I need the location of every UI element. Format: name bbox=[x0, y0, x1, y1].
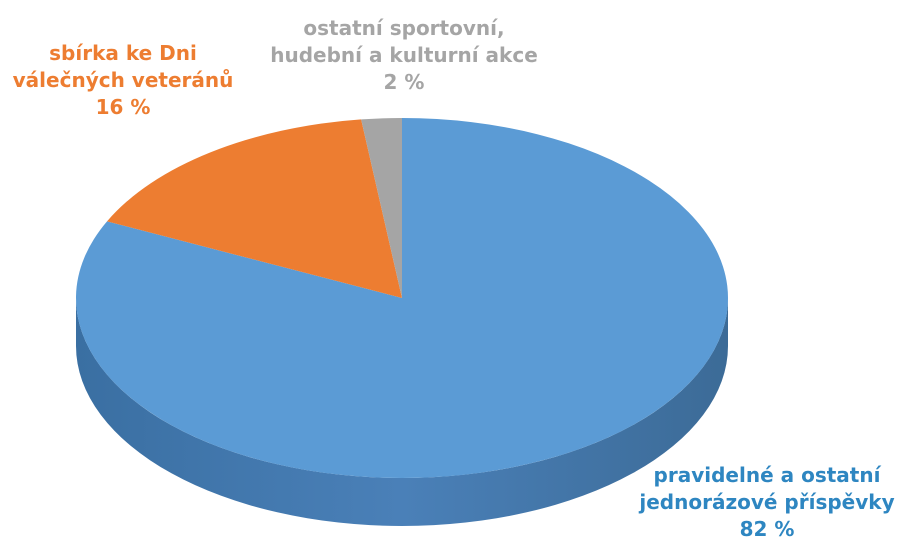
pie-slice-pravidelne bbox=[76, 118, 728, 478]
slice-label-line: ostatní sportovní, bbox=[303, 16, 505, 40]
slice-label-sbirka: sbírka ke Dni válečných veteránů 16 % bbox=[0, 40, 246, 121]
slice-value-label: 2 % bbox=[383, 70, 425, 94]
pie-slice-side-pravidelne bbox=[76, 298, 728, 526]
slice-label-line: válečných veteránů bbox=[12, 68, 234, 92]
slice-label-line: sbírka ke Dni bbox=[49, 41, 197, 65]
slice-label-line: jednorázové příspěvky bbox=[639, 490, 895, 514]
slice-value-label: 16 % bbox=[95, 95, 151, 119]
slice-label-pravidelne: pravidelné a ostatní jednorázové příspěv… bbox=[636, 462, 898, 543]
slice-label-line: hudební a kulturní akce bbox=[270, 43, 538, 67]
slice-label-line: pravidelné a ostatní bbox=[653, 463, 881, 487]
slice-label-ostatni: ostatní sportovní, hudební a kulturní ak… bbox=[262, 15, 546, 96]
pie-slice-sbirka bbox=[107, 119, 403, 298]
slice-value-label: 82 % bbox=[739, 517, 795, 541]
pie-slice-ostatni bbox=[361, 118, 402, 298]
